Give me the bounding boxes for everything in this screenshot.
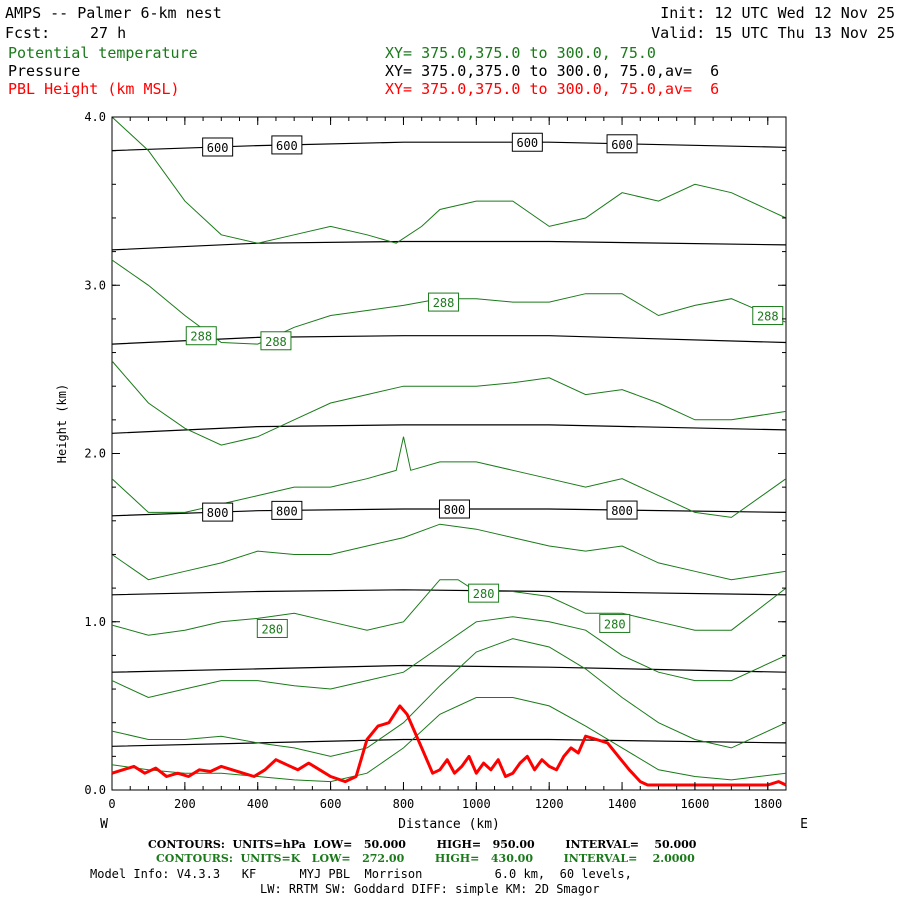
x-axis-label: Distance (km) <box>398 817 500 832</box>
x-tick-label: 1600 <box>680 797 709 811</box>
pressure-label-box <box>606 134 638 154</box>
theta-label-288: 288 <box>757 310 779 324</box>
pressure-contour-650 <box>111 240 787 251</box>
x-tick-label: 600 <box>320 797 342 811</box>
pressure-contour-850 <box>111 589 787 596</box>
physics-info: LW: RRTM SW: Goddard DIFF: simple KM: 2D… <box>260 882 600 896</box>
forecast-value: 27 h <box>90 24 127 42</box>
y-tick-label: 2.0 <box>84 447 106 461</box>
x-tick-label: 1000 <box>462 797 491 811</box>
valid-time: Valid: 15 UTC Thu 13 Nov 25 <box>651 24 895 42</box>
theta-label-box <box>468 583 500 603</box>
cross-section-chart: 600 600 600 600 800 800 800 800 288 288 288 288 280 2… <box>55 110 808 832</box>
contours-theta-info: CONTOURS: UNITS=K LOW= 272.00 HIGH= 430.… <box>156 852 695 865</box>
pressure-contour-900 <box>111 664 787 673</box>
x-tick-label: 1800 <box>753 797 782 811</box>
pressure-label-box <box>606 500 638 520</box>
x-tick-label: 0 <box>108 797 115 811</box>
plot-frame <box>111 116 787 791</box>
x-tick-label: 400 <box>247 797 269 811</box>
y-tick-label: 1.0 <box>84 615 106 629</box>
axes: 0 200 400 600 800 1000 1200 1400 1600 1800 0.0 1.0 2… <box>55 110 808 832</box>
west-label: W <box>100 817 108 832</box>
y-tick-label: 0.0 <box>84 783 106 797</box>
pressure-label-box <box>202 137 234 157</box>
x-tick-label: 200 <box>174 797 196 811</box>
x-tick-label: 1200 <box>535 797 564 811</box>
x-tick-label: 800 <box>393 797 415 811</box>
pressure-label-600: 600 <box>611 138 633 152</box>
theta-contour-0 <box>111 116 787 244</box>
y-tick-label: 4.0 <box>84 110 106 124</box>
contour-labels: 600 600 600 600 800 800 800 800 288 288 288 288 280 2… <box>185 132 784 638</box>
pbl-height-line <box>111 704 787 787</box>
field-pressure-xy: XY= 375.0,375.0 to 300.0, 75.0,av= 6 <box>385 62 720 80</box>
forecast-label: Fcst: <box>5 24 51 42</box>
pbl-series <box>111 704 787 787</box>
field-pressure-name: Pressure <box>8 62 81 80</box>
field-pbl-name: PBL Height (km MSL) <box>8 80 180 98</box>
y-tick-label: 3.0 <box>84 278 106 292</box>
theta-label-box <box>260 331 292 351</box>
pressure-contour-950 <box>111 738 787 747</box>
field-pbl-xy: XY= 375.0,375.0 to 300.0, 75.0,av= 6 <box>385 80 720 98</box>
theta-label-288: 288 <box>433 296 455 310</box>
model-info: Model Info: V4.3.3 KF MYJ PBL Morrison 6… <box>90 867 632 881</box>
pressure-label-800: 800 <box>444 503 466 517</box>
pressure-label-600: 600 <box>207 141 229 155</box>
field-theta-xy: XY= 375.0,375.0 to 300.0, 75.0 <box>385 44 656 62</box>
theta-label-288: 288 <box>265 335 287 349</box>
theta-contour-3 <box>111 436 787 518</box>
east-label: E <box>800 817 808 832</box>
pressure-label-600: 600 <box>516 136 538 150</box>
pressure-label-box <box>438 499 470 519</box>
theta-label-280: 280 <box>261 622 283 636</box>
theta-label-box <box>752 306 784 326</box>
pressure-label-600: 600 <box>276 139 298 153</box>
pressure-label-800: 800 <box>276 504 298 518</box>
theta-contour-8 <box>111 697 787 783</box>
pressure-label-800: 800 <box>611 504 633 518</box>
pressure-label-box <box>271 135 303 155</box>
init-time: Init: 12 UTC Wed 12 Nov 25 <box>660 4 895 22</box>
theta-contour-2 <box>111 360 787 446</box>
pressure-contour-750 <box>111 424 787 434</box>
contours-pressure-info: CONTOURS: UNITS=hPa LOW= 50.000 HIGH= 95… <box>148 838 697 851</box>
pressure-label-box <box>202 502 234 522</box>
theta-label-box <box>185 326 217 346</box>
theta-contour-5 <box>111 579 787 636</box>
theta-label-box <box>256 618 288 638</box>
field-theta-name: Potential temperature <box>8 44 198 62</box>
theta-contours <box>111 116 787 783</box>
pressure-label-800: 800 <box>207 506 229 520</box>
y-axis-label: Height (km) <box>55 384 69 463</box>
theta-label-box <box>599 613 631 633</box>
theta-label-288: 288 <box>190 330 212 344</box>
pressure-contours <box>111 141 787 747</box>
theta-contour-6 <box>111 616 787 699</box>
theta-label-280: 280 <box>604 617 626 631</box>
theta-contour-4 <box>111 523 787 581</box>
pressure-label-box <box>511 132 543 152</box>
plot-border <box>111 116 787 791</box>
pressure-label-box <box>271 500 303 520</box>
theta-label-box <box>428 292 460 312</box>
x-tick-label: 1400 <box>608 797 637 811</box>
model-title: AMPS -- Palmer 6-km nest <box>5 4 222 22</box>
theta-label-280: 280 <box>473 587 495 601</box>
theta-contour-7 <box>111 638 787 757</box>
